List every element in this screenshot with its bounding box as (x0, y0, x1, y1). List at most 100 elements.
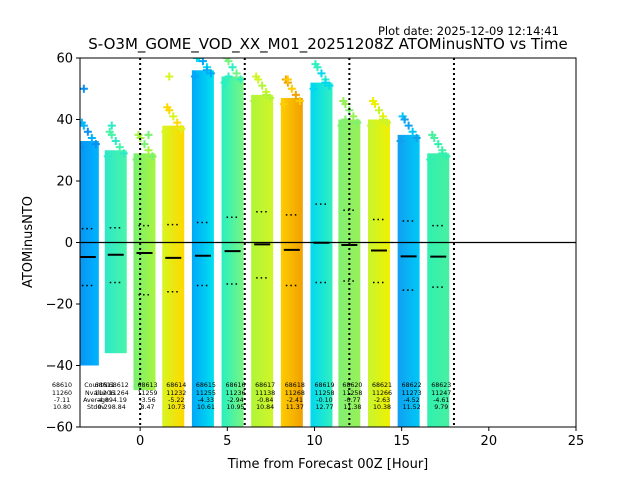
data-point (438, 149, 447, 158)
y-tick-label: 40 (56, 113, 73, 128)
stat-68618-2: -2.41 (287, 397, 303, 404)
data-point (287, 84, 296, 93)
stat-68617-3: 10.84 (256, 404, 274, 411)
stat-68612-1: 11264 (109, 390, 129, 397)
cluster-body (104, 150, 127, 354)
data-point (317, 69, 326, 78)
stat-68612-0: 68612 (109, 382, 129, 389)
cluster-68623 (426, 130, 451, 427)
stat-68613-3: 8.47 (140, 404, 154, 411)
data-point (442, 152, 451, 161)
data-point (368, 97, 377, 106)
plot-date: Plot date: 2025-12-09 12:14:41 (378, 24, 559, 38)
cluster-body (397, 134, 420, 427)
stat-68622-1: 11273 (402, 390, 422, 397)
data-point (80, 118, 86, 127)
x-tick-label: 15 (393, 434, 410, 449)
data-point (283, 75, 292, 84)
data-point (87, 133, 96, 142)
cluster-68614 (161, 72, 186, 427)
data-point (80, 143, 84, 152)
x-tick-label: 20 (481, 434, 498, 449)
stat-68612-2: -4.19 (111, 397, 127, 404)
y-tick-label: 0 (65, 236, 73, 251)
stat-68615-1: 11255 (196, 390, 216, 397)
cluster-68612 (103, 121, 128, 354)
stat-68610-0: 68610 (52, 382, 72, 389)
cluster-body (280, 97, 303, 427)
cluster-body (162, 125, 185, 427)
cluster-68621 (366, 97, 391, 427)
y-tick-label: −40 (46, 359, 73, 374)
y-axis: −60 −40 −20 0 20 40 60 (46, 52, 80, 436)
data-point (339, 97, 348, 106)
data-point (400, 115, 409, 124)
data-point (404, 121, 413, 130)
stat-68623-2: -4.61 (433, 397, 449, 404)
data-point (321, 78, 330, 87)
cluster-68619 (309, 60, 334, 427)
stat-68617-2: -0.84 (257, 397, 273, 404)
stat-68614-1: 11232 (166, 390, 186, 397)
data-point (345, 106, 354, 115)
stat-68620-0: 68620 (342, 382, 362, 389)
chart-title: S-O3M_GOME_VOD_XX_M01_20251208Z ATOMinus… (88, 35, 567, 54)
data-point (190, 72, 199, 81)
stat-68619-0: 68619 (314, 382, 334, 389)
data-point (412, 133, 421, 142)
cluster-68610 (80, 84, 100, 366)
data-point (144, 130, 153, 139)
stat-68623-1: 11247 (431, 390, 451, 397)
data-point (408, 127, 417, 136)
stat-68618-1: 11268 (285, 390, 305, 397)
data-point (148, 152, 157, 161)
stat-68616-2: -2.94 (227, 397, 243, 404)
stat-68620-1: 11258 (342, 390, 362, 397)
data-point (80, 84, 88, 93)
cluster-body (310, 82, 333, 427)
y-tick-label: −60 (46, 421, 73, 436)
data-point (252, 72, 261, 81)
stat-68616-0: 68616 (226, 382, 246, 389)
data-point (236, 75, 245, 84)
data-point (228, 63, 237, 72)
x-tick-label: 5 (223, 434, 231, 449)
stat-68615-2: -4.33 (198, 397, 214, 404)
stat-row-label: Stdev (87, 404, 105, 411)
stat-68616-3: 10.95 (227, 404, 245, 411)
data-point (434, 140, 443, 149)
cluster-body (191, 70, 214, 427)
data-point (291, 90, 300, 99)
data-point (349, 112, 358, 121)
data-point (119, 149, 128, 158)
data-point (250, 97, 259, 106)
x-tick-label: 0 (136, 434, 144, 449)
stat-68622-2: -4.52 (403, 397, 419, 404)
stat-68611-3: 9.29 (98, 404, 112, 411)
cluster-body (367, 119, 390, 427)
data-point (279, 100, 288, 109)
data-point (163, 103, 172, 112)
data-point (396, 137, 405, 146)
y-tick-label: −20 (46, 298, 73, 313)
stat-68610-1: 11260 (52, 390, 72, 397)
stat-68621-0: 68621 (372, 382, 392, 389)
stat-68610-3: 10.80 (53, 404, 71, 411)
cluster-body (133, 153, 156, 391)
data-point (177, 124, 186, 133)
cluster-body (80, 141, 99, 366)
stat-68615-3: 10.61 (197, 404, 215, 411)
data-point (232, 69, 241, 78)
data-point (103, 152, 112, 161)
data-point (173, 118, 182, 127)
data-point (134, 130, 143, 139)
stat-68611-2: -4.89 (97, 397, 113, 404)
stat-68621-2: -2.63 (374, 397, 390, 404)
data-point (91, 140, 100, 149)
data-point (202, 66, 211, 75)
stat-row-label: Average (83, 397, 109, 404)
stat-68610-2: -7.11 (54, 397, 70, 404)
stat-68621-1: 11266 (372, 390, 392, 397)
data-point (311, 60, 320, 69)
stat-68619-2: -0.10 (316, 397, 332, 404)
